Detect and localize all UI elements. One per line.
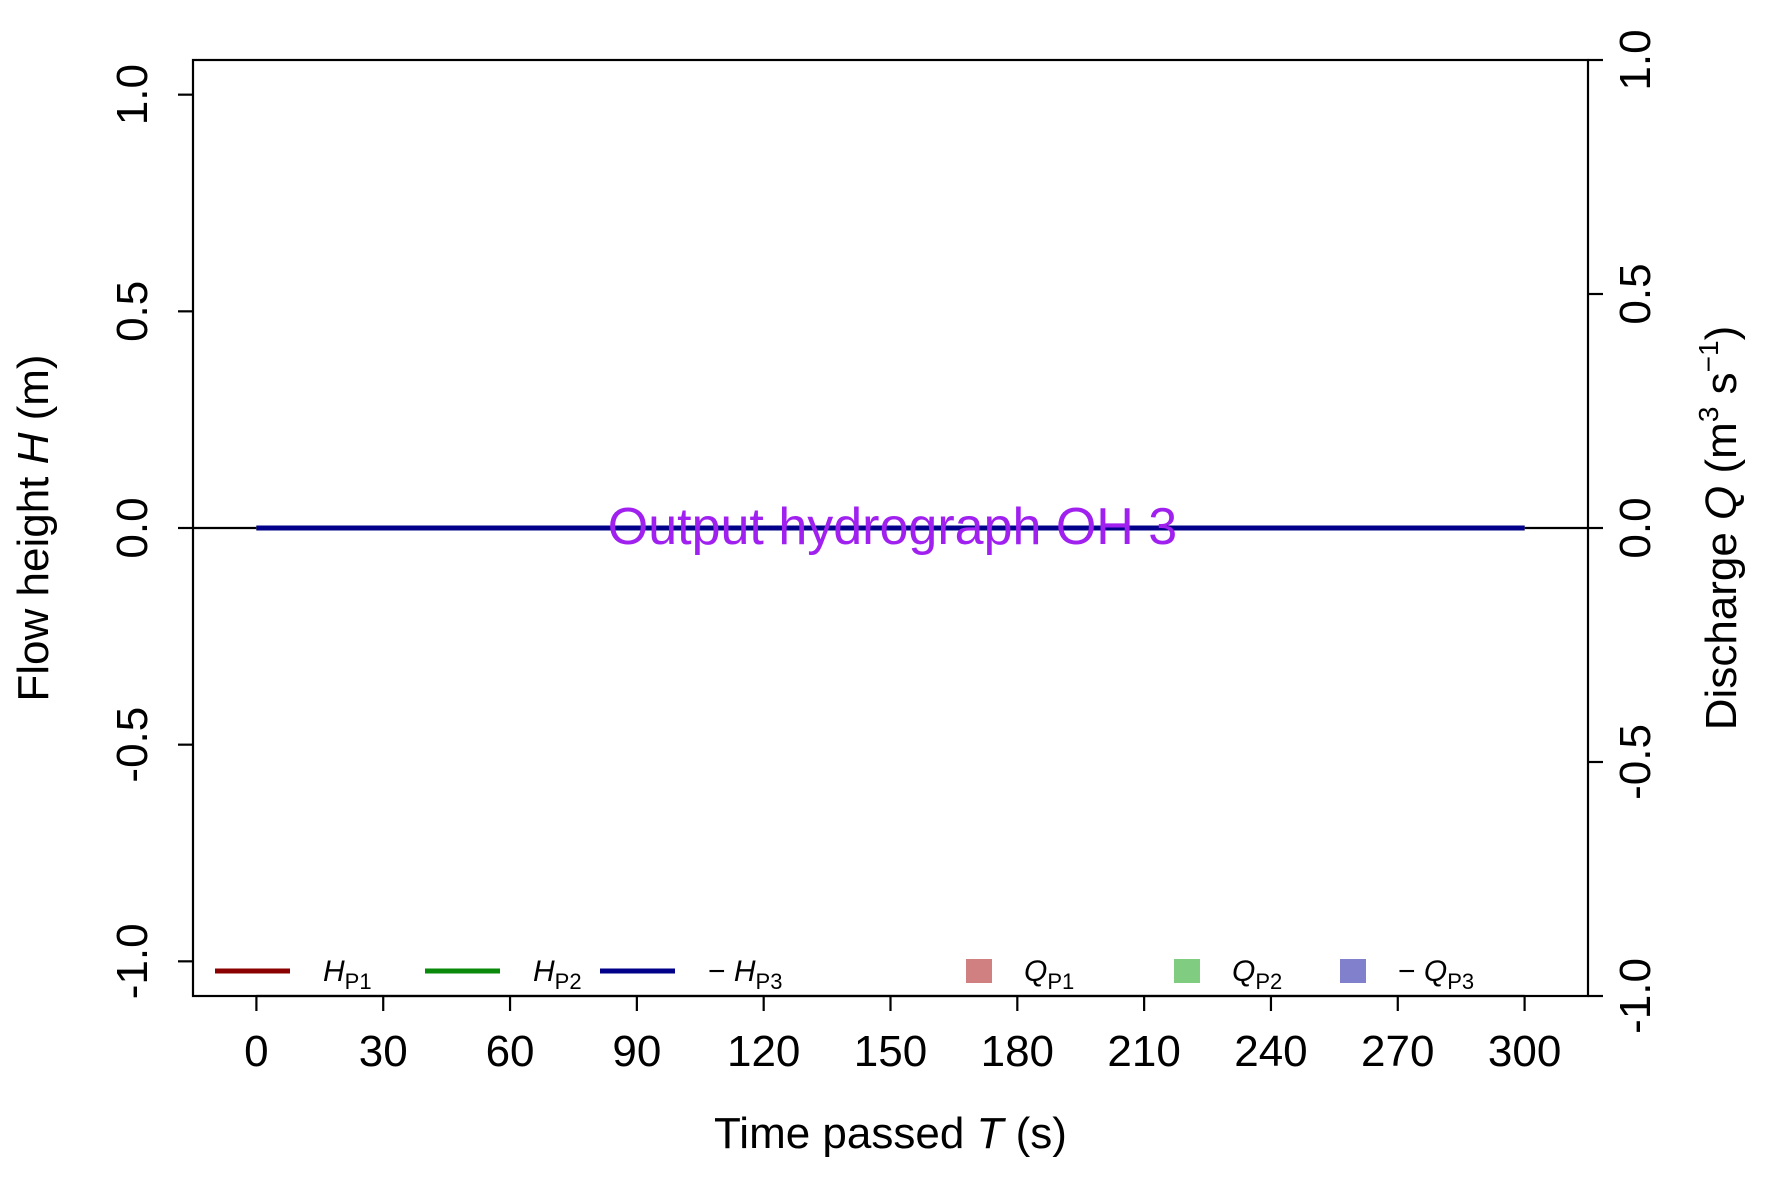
legend-square-q-p1 (966, 959, 992, 983)
y-right-tick-label: 0.0 (1611, 497, 1660, 558)
x-tick-label: 270 (1361, 1027, 1434, 1076)
y-axis-right: -1.0 -0.5 0.0 0.5 1.0 (1588, 29, 1660, 1034)
legend-label-h-p1: HP1 (323, 955, 372, 994)
x-axis: 0 30 60 90 120 150 180 210 240 270 300 (244, 994, 1561, 1076)
y-right-tick-label: -0.5 (1611, 724, 1660, 800)
x-tick-label: 120 (727, 1027, 800, 1076)
x-tick-label: 210 (1107, 1027, 1180, 1076)
y-right-tick-label: 0.5 (1611, 263, 1660, 324)
y-left-tick-label: -0.5 (108, 707, 157, 783)
x-tick-label: 300 (1488, 1027, 1561, 1076)
y-right-tick-label: 1.0 (1611, 29, 1660, 90)
x-tick-label: 0 (244, 1027, 268, 1076)
y-left-tick-label: 0.0 (108, 497, 157, 558)
x-tick-label: 240 (1234, 1027, 1307, 1076)
x-tick-label: 180 (981, 1027, 1054, 1076)
legend-label-q-p3: − QP3 (1398, 955, 1474, 994)
legend-square-q-p3 (1340, 959, 1366, 983)
x-axis-title: Time passed T (s) (714, 1109, 1067, 1158)
plot-annotation: Output hydrograph OH 3 (608, 498, 1177, 556)
y-right-axis-title: Discharge Q (m3 s−1) (1693, 326, 1746, 730)
y-left-tick-label: -1.0 (108, 923, 157, 999)
y-axis-left: -1.0 -0.5 0.0 0.5 1.0 (108, 64, 193, 999)
legend: HP1 HP2 − HP3 QP1 QP2 − QP3 (215, 955, 1474, 994)
y-left-tick-label: 0.5 (108, 281, 157, 342)
x-tick-label: 90 (612, 1027, 661, 1076)
legend-square-q-p2 (1174, 959, 1200, 983)
y-right-tick-label: -1.0 (1611, 958, 1660, 1034)
annotation-text: Output hydrograph OH 3 (608, 498, 1177, 556)
x-tick-label: 30 (359, 1027, 408, 1076)
axis-titles: Time passed T (s) Flow height H (m) Discha… (9, 326, 1746, 1158)
legend-label-q-p2: QP2 (1232, 955, 1282, 994)
x-tick-label: 150 (854, 1027, 927, 1076)
legend-label-q-p1: QP1 (1024, 955, 1074, 994)
legend-label-h-p2: HP2 (533, 955, 582, 994)
legend-label-h-p3: − HP3 (708, 955, 782, 994)
y-left-tick-label: 1.0 (108, 64, 157, 125)
y-left-axis-title: Flow height H (m) (9, 354, 58, 701)
x-tick-label: 60 (486, 1027, 535, 1076)
